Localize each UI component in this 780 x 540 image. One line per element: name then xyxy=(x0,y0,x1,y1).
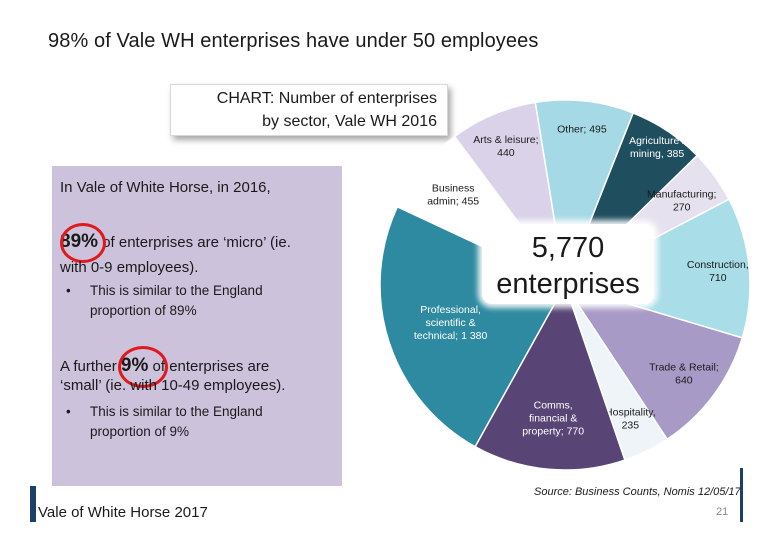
pie-label-agriculture-mining: Agriculture / mining, 385 xyxy=(629,135,685,160)
pie-label-professional-scientific-technical: Professional, scientific & technical; 1 38… xyxy=(414,304,488,342)
bullet-2-line-2: proportion of 9% xyxy=(90,424,190,439)
bullet-2: • This is similar to the England proport… xyxy=(66,402,263,442)
chart-caption: CHART: Number of enterprises by sector, … xyxy=(170,84,448,136)
bullet-1-line-1: This is similar to the England xyxy=(90,283,263,298)
info-panel: In Vale of White Horse, in 2016, 89% of … xyxy=(52,166,342,486)
pie-label-hospitality: Hospitality, 235 xyxy=(605,406,656,431)
pie-label-other: Other; 495 xyxy=(557,124,607,136)
micro-text: of enterprises are ‘micro’ (ie. xyxy=(98,234,291,251)
pie-label-business-admin: Business admin; 455 xyxy=(427,182,479,207)
pie-slice-comms-financial-property xyxy=(474,283,626,471)
small-prefix: A further xyxy=(60,358,121,375)
bullet-dot-1: • xyxy=(66,283,71,298)
pie-label-comms-financial-property: Comms, financial & property; 770 xyxy=(522,400,584,438)
micro-text-2: with 0-9 employees). xyxy=(60,259,199,276)
micro-highlight-ring xyxy=(60,223,106,263)
chart-caption-line-2: by sector, Vale WH 2016 xyxy=(262,113,437,130)
pie-center-label: 5,770 enterprises xyxy=(482,224,654,304)
chart-caption-line-1: CHART: Number of enterprises xyxy=(216,90,437,107)
pie-center-total: 5,770 xyxy=(531,232,605,264)
pie-label-arts-leisure: Arts & leisure; 440 xyxy=(473,134,538,159)
bullet-2-line-1: This is similar to the England xyxy=(90,404,263,419)
small-text: of enterprises are xyxy=(148,358,270,375)
small-highlight-ring xyxy=(118,346,168,388)
footer-text: Vale of White Horse 2017 xyxy=(38,504,208,521)
page-title: 98% of Vale WH enterprises have under 50… xyxy=(48,30,539,52)
pie-label-trade-retail: Trade & Retail; 640 xyxy=(649,362,719,387)
bullet-dot-2: • xyxy=(66,404,71,419)
source-divider xyxy=(740,468,743,522)
page-number: 21 xyxy=(716,506,729,518)
intro-text: In Vale of White Horse, in 2016, xyxy=(60,179,271,196)
pie-label-construction: Construction, 710 xyxy=(687,259,749,284)
bullet-1: • This is similar to the England proport… xyxy=(66,281,263,321)
bullet-1-line-2: proportion of 89% xyxy=(90,303,197,318)
pie-center-unit: enterprises xyxy=(496,268,640,300)
pie-label-manufacturing: Manufacturing; 270 xyxy=(647,189,716,214)
footer-accent-bar xyxy=(30,486,36,522)
pie-slice-trade-retail xyxy=(563,283,744,441)
small-text-2: ‘small’ (ie. with 10-49 employees). xyxy=(60,377,286,394)
pie-slice-construction xyxy=(563,198,751,339)
source-note: Source: Business Counts, Nomis 12/05/17 xyxy=(534,486,741,498)
